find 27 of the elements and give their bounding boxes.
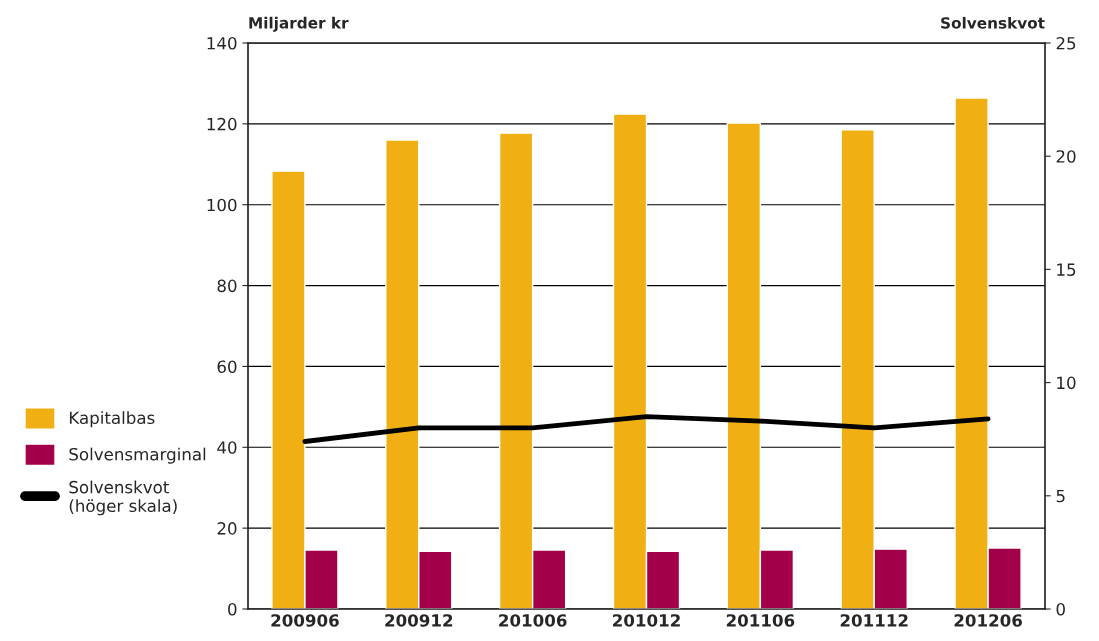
y-tick-label: 80 — [217, 279, 237, 293]
x-tick-label: 201112 — [840, 614, 908, 627]
y-tick-label: 40 — [217, 441, 237, 454]
y-tick-label: 100 — [207, 198, 237, 212]
y-tick-label: 120 — [207, 117, 237, 131]
legend-label: Kapitalbas — [69, 411, 155, 428]
y-axis-title: Miljarder kr — [249, 16, 349, 32]
x-tick-label: 201206 — [954, 614, 1022, 627]
y2-tick-label: 15 — [1057, 263, 1076, 276]
y-tick-label: 60 — [217, 360, 237, 373]
x-tick-label: 200906 — [271, 614, 339, 627]
y2-tick-label: 10 — [1057, 376, 1076, 390]
legend-label: Solvensmarginal — [69, 447, 206, 464]
x-tick-label: 200912 — [385, 614, 453, 627]
y2-axis-title: Solvenskvot — [941, 16, 1045, 29]
legend-label: Solvenskvot (höger skala) — [69, 480, 177, 516]
y2-tick-label: 25 — [1056, 36, 1076, 50]
x-tick-label: 201012 — [613, 614, 680, 627]
y-tick-label: 140 — [207, 36, 237, 50]
y2-tick-label: 0 — [1056, 602, 1065, 616]
y-tick-label: 0 — [228, 602, 237, 616]
x-tick-label: 201006 — [499, 614, 567, 627]
y-tick-label: 20 — [217, 522, 237, 535]
line-series — [302, 414, 991, 444]
y2-tick-label: 20 — [1056, 150, 1076, 163]
x-tick-label: 201106 — [726, 614, 795, 627]
y2-tick-label: 5 — [1056, 489, 1065, 503]
